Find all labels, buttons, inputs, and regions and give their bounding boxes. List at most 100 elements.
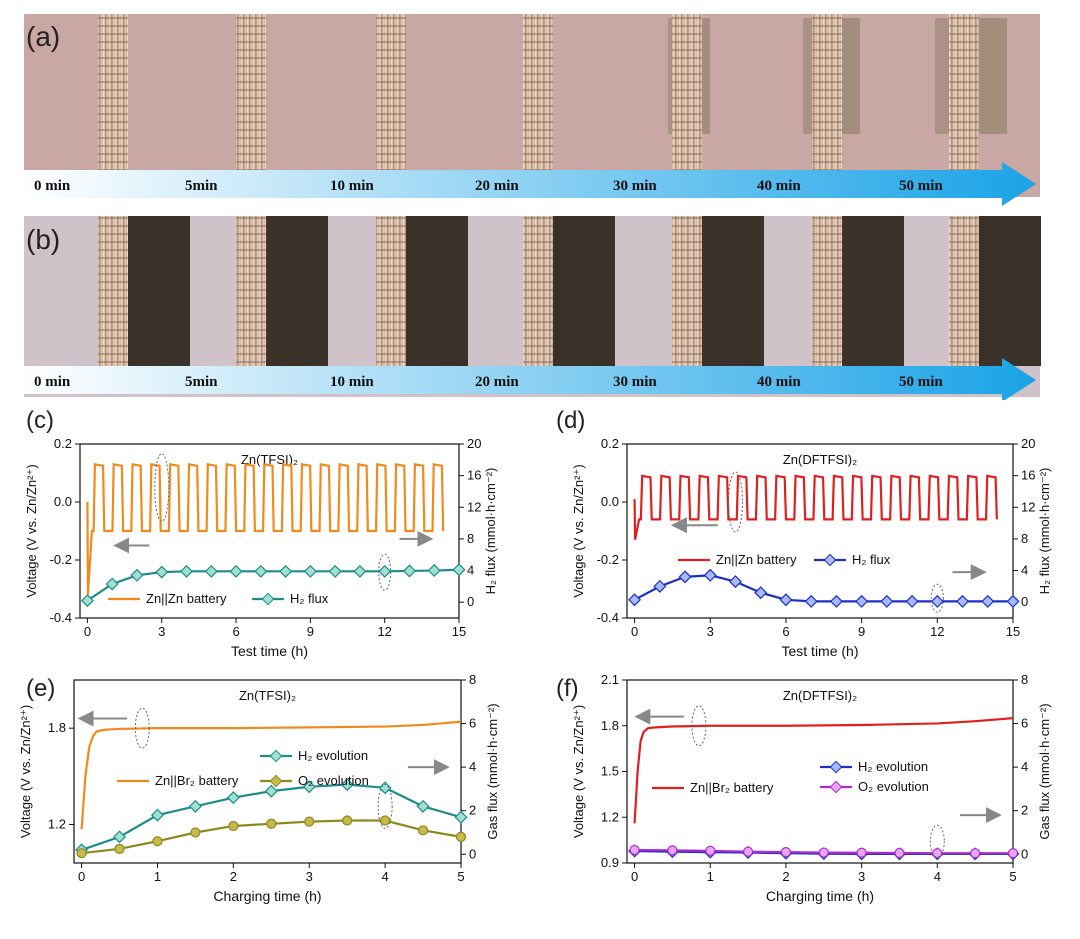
data-point [981, 594, 995, 608]
dendrite-growth [935, 18, 949, 134]
time-label: 0 min [34, 374, 71, 390]
series-line-0 [80, 720, 462, 830]
legend-label: Zn||Zn battery [146, 591, 227, 606]
chart-c: (c) Zn(TFSI)₂ 0 3 6 9 12 15 -0.4 -0.2 0.0 0.2 0 4 8 12 1… [24, 407, 498, 659]
data-point [1007, 848, 1019, 859]
plot-frame [73, 679, 462, 864]
series-line-1 [86, 568, 460, 602]
panel-b-time-arrow [24, 358, 1036, 400]
data-point [894, 847, 905, 859]
data-point [228, 820, 239, 832]
y-left-tick-label: 1.2 [48, 816, 66, 831]
plot-frame [626, 679, 1014, 864]
data-point [340, 778, 354, 792]
time-label: 0 min [34, 178, 71, 194]
zn-electrode [672, 216, 702, 366]
chart-f: (f) Zn(DFTFSI)₂ 0 1 2 3 4 5 0.9 1.2 1.5 1.8 2.1 0 2 4 6 8… [556, 672, 1052, 904]
time-label: 5min [185, 178, 218, 194]
axis-indicator-ellipse [134, 707, 150, 749]
time-label: 40 min [757, 178, 801, 194]
data-point [1006, 594, 1020, 608]
axis-indicator-ellipse [727, 471, 743, 533]
x-tick-label: 3 [306, 869, 313, 884]
x-axis-label: Test time (h) [781, 643, 858, 659]
zn-electrode [376, 216, 406, 366]
series-line-0 [86, 462, 445, 595]
y-left-tick-label: 2.1 [601, 672, 619, 687]
data-point [728, 575, 742, 589]
data-point [754, 586, 768, 600]
panel-label: (f) [556, 675, 579, 702]
y-left-axis-label: Voltage (V vs. Zn/Zn²⁺) [18, 705, 33, 838]
panel-label: (e) [26, 675, 55, 702]
x-tick-label: 15 [1006, 624, 1020, 639]
time-label: 30 min [613, 178, 657, 194]
y-left-tick-label: 0.9 [601, 855, 619, 870]
axis-indicator-ellipse [929, 824, 945, 858]
x-tick-label: 0 [84, 624, 91, 639]
electrolyte-shadow [266, 216, 328, 366]
x-tick-label: 6 [782, 624, 789, 639]
data-point [113, 830, 127, 844]
axis-indicator-ellipse [930, 583, 944, 613]
x-tick-label: 0 [631, 869, 638, 884]
electrolyte-shadow [128, 216, 190, 366]
x-tick-label: 4 [934, 869, 941, 884]
zn-electrode [949, 216, 979, 366]
x-tick-label: 2 [230, 869, 237, 884]
data-point [856, 847, 867, 858]
data-point [402, 564, 416, 578]
y-right-tick-label: 4 [1021, 563, 1028, 578]
zn-electrode [949, 14, 979, 170]
legend-marker [823, 553, 837, 567]
y-right-tick-label: 4 [1021, 759, 1028, 774]
y-left-tick-label: 1.8 [48, 720, 66, 735]
zn-electrode [98, 216, 128, 366]
data-point [304, 816, 315, 827]
data-point [114, 843, 125, 854]
time-label: 20 min [475, 178, 519, 194]
y-right-tick-label: 8 [469, 672, 476, 687]
x-tick-label: 5 [457, 869, 464, 884]
y-right-tick-label: 8 [467, 531, 474, 546]
electrolyte-shadow [842, 216, 904, 366]
x-tick-label: 15 [452, 624, 466, 639]
y-left-tick-label: 1.2 [601, 809, 619, 824]
x-axis-label: Charging time (h) [766, 888, 874, 904]
data-point [455, 831, 467, 842]
data-point [452, 563, 466, 577]
data-point [416, 799, 430, 813]
data-point [378, 564, 392, 578]
legend-label: H₂ evolution [298, 748, 368, 763]
x-tick-label: 3 [707, 624, 714, 639]
x-axis-label: Test time (h) [231, 643, 308, 659]
legend-marker [269, 749, 283, 763]
data-point [180, 564, 194, 578]
time-label: 30 min [613, 374, 657, 390]
data-point [417, 825, 429, 836]
y-right-tick-label: 8 [1021, 672, 1028, 687]
y-right-axis-label: H₂ flux (mmol·h·cm⁻²) [483, 468, 498, 595]
data-point [427, 564, 441, 578]
data-point [266, 818, 277, 829]
data-point [264, 784, 278, 798]
legend-marker [829, 760, 843, 774]
data-point [905, 594, 919, 608]
data-point [190, 827, 201, 838]
electrolyte-shadow [702, 216, 764, 366]
data-point [152, 836, 163, 847]
dendrite-growth [842, 18, 860, 134]
x-tick-label: 4 [382, 869, 389, 884]
data-point [279, 564, 293, 578]
data-point [855, 594, 869, 608]
data-point [970, 848, 981, 859]
dendrite-growth [803, 18, 812, 134]
time-label: 50 min [899, 374, 943, 390]
legend-label: H₂ evolution [858, 759, 928, 774]
legend-marker [261, 592, 275, 606]
x-tick-label: 2 [782, 869, 789, 884]
data-point [380, 815, 391, 826]
y-right-tick-label: 4 [467, 563, 474, 578]
legend-marker [829, 780, 843, 794]
plot-frame [626, 443, 1014, 619]
